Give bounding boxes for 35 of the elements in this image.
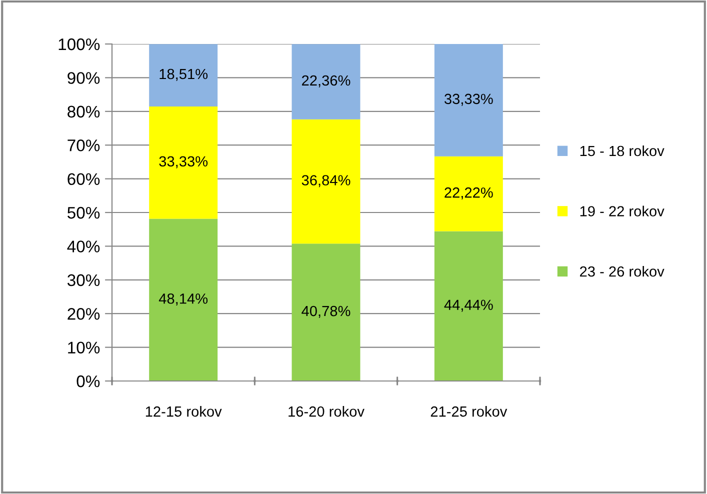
data-label: 40,78% (302, 306, 350, 318)
y-tick-label: 80% (68, 106, 100, 118)
data-label: 48,14% (158, 293, 208, 306)
data-label: 33,33% (159, 156, 208, 168)
data-label: 33,33% (444, 94, 493, 106)
y-tick-label: 100% (58, 38, 100, 50)
data-label: 18,51% (160, 68, 208, 81)
y-tick-label: 40% (67, 240, 100, 252)
data-label: 36,84% (302, 175, 350, 188)
x-tick-label: 21-25 rokov (430, 406, 508, 417)
x-tick-label: 16-20 rokov (288, 406, 364, 417)
y-tick-label: 70% (68, 140, 100, 152)
bar (434, 156, 503, 232)
bar (292, 44, 360, 120)
x-tick-label: 12-15 rokov (146, 406, 222, 417)
y-tick-label: 50% (68, 206, 100, 219)
bar (292, 119, 360, 244)
y-tick-label: 0% (76, 375, 100, 388)
bar (149, 106, 218, 219)
bar (149, 218, 218, 381)
bar (292, 244, 360, 381)
y-tick-label: 60% (68, 173, 100, 186)
legend-label: 15 - 18 rokov (580, 145, 664, 156)
y-tick-label: 20% (68, 308, 100, 320)
y-tick-label: 10% (68, 342, 100, 354)
data-label: 44,44% (444, 300, 493, 312)
y-tick-label: 30% (67, 274, 100, 286)
y-tick-label: 90% (68, 72, 100, 84)
bar (149, 44, 218, 106)
data-label: 22,36% (302, 75, 350, 88)
legend-label: 19 - 22 rokov (580, 206, 664, 216)
legend-label: 23 - 26 rokov (580, 266, 664, 277)
bar (434, 231, 503, 381)
data-label: 22,22% (444, 187, 493, 200)
bar (434, 44, 503, 156)
